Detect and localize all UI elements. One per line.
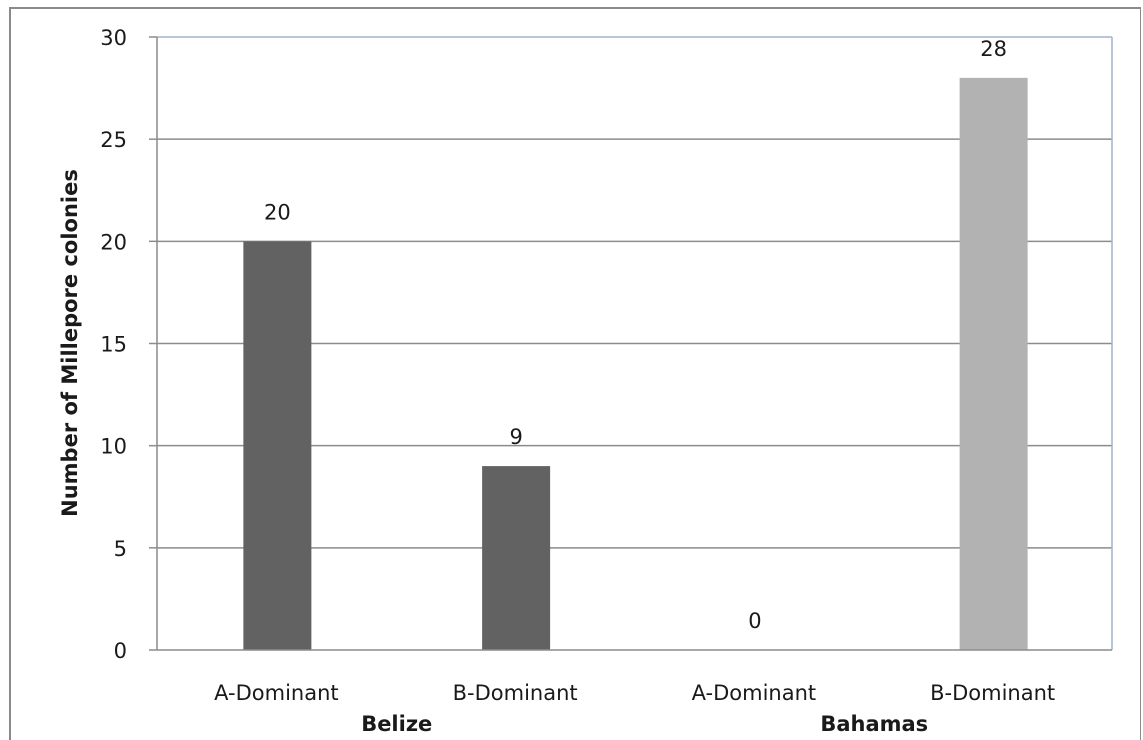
y-tick-label: 25 bbox=[100, 128, 127, 152]
data-label: 20 bbox=[264, 200, 291, 224]
x-tick-label: A-Dominant bbox=[692, 681, 817, 705]
y-tick-label: 5 bbox=[114, 537, 127, 561]
x-tick-label: B-Dominant bbox=[930, 681, 1055, 705]
gridlines bbox=[157, 138, 1112, 549]
labels: 0 5 10 15 20 25 30 20 A-Dominant 9 B-Dominant 0 A-Do… bbox=[100, 26, 1055, 736]
data-label: 0 bbox=[748, 609, 761, 633]
bar bbox=[959, 77, 1028, 650]
data-label: 28 bbox=[980, 37, 1007, 61]
y-tick-label: 0 bbox=[114, 639, 127, 663]
group-label: Bahamas bbox=[820, 712, 928, 736]
data-label: 9 bbox=[509, 425, 522, 449]
chart-frame bbox=[9, 7, 1141, 740]
y-tick-label: 20 bbox=[100, 230, 127, 254]
y-axis-title: Number of Millepore colonies bbox=[58, 169, 82, 517]
y-tick-label: 30 bbox=[100, 26, 127, 50]
x-tick-label: A-Dominant bbox=[214, 681, 339, 705]
y-tick-label: 10 bbox=[100, 435, 127, 459]
axes bbox=[149, 36, 1113, 651]
x-tick-label: B-Dominant bbox=[453, 681, 578, 705]
group-label: Belize bbox=[361, 712, 432, 736]
bar bbox=[243, 241, 312, 651]
bar bbox=[482, 466, 551, 650]
bars bbox=[243, 77, 1028, 651]
y-tick-label: 15 bbox=[100, 333, 127, 357]
